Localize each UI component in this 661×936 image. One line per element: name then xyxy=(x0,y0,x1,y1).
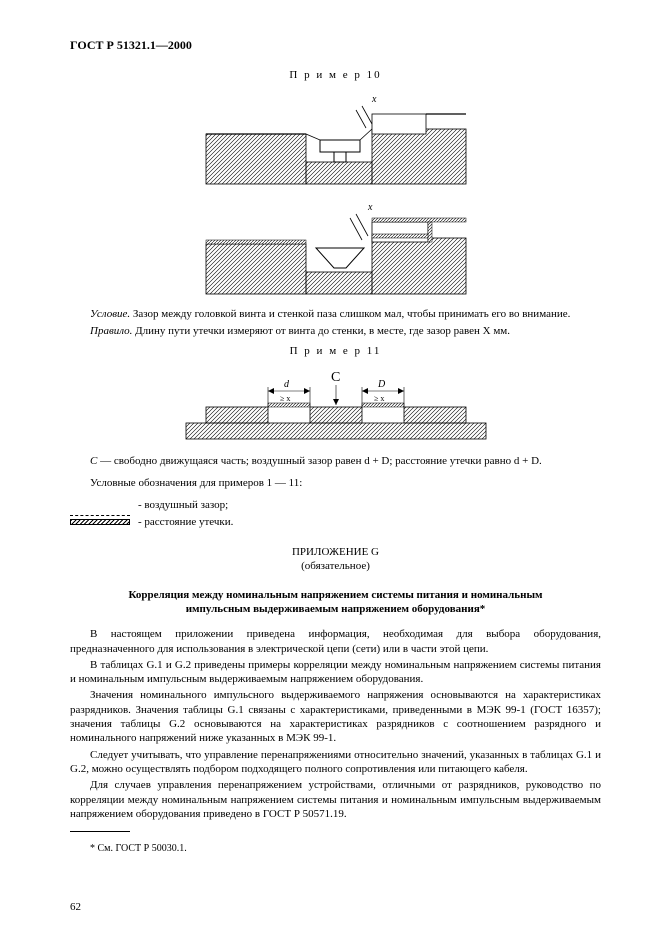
label-x-2: x xyxy=(367,202,373,213)
annex-p5: Для случаев управления перенапряжением у… xyxy=(70,778,601,821)
example-11-description: C — свободно движущаяся часть; воздушный… xyxy=(70,454,601,468)
hatch-block-icon xyxy=(70,519,130,525)
figure-example-10a: x xyxy=(70,84,601,194)
label-ge-x-right: ≥ x xyxy=(374,394,384,403)
label-ge-x-left: ≥ x xyxy=(280,394,290,403)
legend-creepage-text: - расстояние утечки. xyxy=(138,515,233,529)
footnote: * См. ГОСТ Р 50030.1. xyxy=(70,842,601,855)
label-d: d xyxy=(284,379,290,390)
figure-example-11: d ≥ x D ≥ x C xyxy=(70,361,601,451)
example-10-rule: Правило. Длину пути утечки измеряют от в… xyxy=(70,324,601,338)
document-code-header: ГОСТ Р 51321.1—2000 xyxy=(70,38,601,54)
legend-intro: Условные обозначения для примеров 1 — 11… xyxy=(70,476,601,490)
legend-air-gap: - воздушный зазор; xyxy=(70,498,601,512)
footnote-rule xyxy=(70,831,130,832)
annex-p4: Следует учитывать, что управление перена… xyxy=(70,748,601,777)
annex-heading: Корреляция между номинальным напряжением… xyxy=(110,588,561,618)
label-x-1: x xyxy=(371,94,377,105)
annex-p1: В настоящем приложении приведена информа… xyxy=(70,627,601,656)
condition-text: Зазор между головкой винта и стенкой паз… xyxy=(130,308,570,320)
annex-title: ПРИЛОЖЕНИЕ G xyxy=(70,545,601,559)
page-number: 62 xyxy=(70,900,81,914)
rule-text: Длину пути утечки измеряют от винта до с… xyxy=(132,325,510,337)
label-C: C xyxy=(331,370,340,385)
figure-example-10b: x xyxy=(70,194,601,304)
annex-p2: В таблицах G.1 и G.2 приведены примеры к… xyxy=(70,658,601,687)
legend-air-gap-text: - воздушный зазор; xyxy=(138,498,228,512)
dash-line-icon xyxy=(70,503,130,509)
legend-creepage: - расстояние утечки. xyxy=(70,515,601,529)
annex-p3: Значения номинального импульсного выдерж… xyxy=(70,688,601,745)
page: ГОСТ Р 51321.1—2000 П р и м е р 10 x xyxy=(0,0,661,936)
example-11-title: П р и м е р 11 xyxy=(70,344,601,358)
annex-subtitle: (обязательное) xyxy=(70,559,601,573)
desc-text: — свободно движущаяся часть; воздушный з… xyxy=(97,455,541,467)
example-10-title: П р и м е р 10 xyxy=(70,68,601,82)
example-10-condition: Условие. Зазор между головкой винта и ст… xyxy=(70,307,601,321)
condition-label: Условие. xyxy=(90,308,130,320)
rule-label: Правило. xyxy=(90,325,132,337)
label-D: D xyxy=(377,379,386,390)
